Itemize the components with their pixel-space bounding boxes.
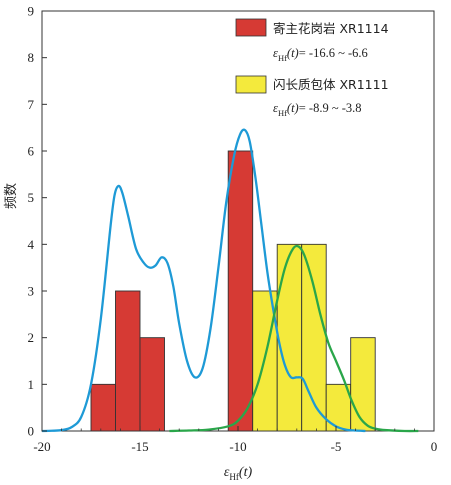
legend: 寄主花岗岩 XR1114 εHf(t)= -16.6 ~ -6.6 闪长质包体 … bbox=[235, 18, 389, 118]
bar-series1-bin3 bbox=[325, 383, 352, 432]
x-axis-label-sub: Hf bbox=[229, 472, 239, 482]
x-tick-label--20: -20 bbox=[33, 439, 50, 454]
bar-series0-bin0 bbox=[90, 383, 116, 432]
density-curve-series0 bbox=[41, 128, 366, 433]
legend-range-host-granite: εHf(t)= -16.6 ~ -6.6 bbox=[273, 46, 368, 63]
density-curves bbox=[41, 128, 419, 433]
legend-range-dioritic-enclave: εHf(t)= -8.9 ~ -3.8 bbox=[273, 101, 362, 118]
legend-swatch-dioritic-enclave bbox=[235, 75, 267, 94]
x-tick-label-0: 0 bbox=[431, 439, 438, 454]
y-tick-label-7: 7 bbox=[28, 97, 35, 112]
y-tick-label-4: 4 bbox=[28, 237, 35, 252]
y-tick-label-3: 3 bbox=[28, 284, 35, 299]
bar-series1-bin4 bbox=[350, 337, 376, 432]
x-axis-ticks: -20 -15 -10 -5 0 bbox=[33, 426, 437, 454]
y-tick-label-0: 0 bbox=[28, 424, 35, 439]
x-tick-label--15: -15 bbox=[131, 439, 148, 454]
legend-label-host-granite: 寄主花岗岩 XR1114 bbox=[273, 21, 389, 36]
y-axis-ticks: 0 1 2 3 4 5 6 7 8 9 bbox=[28, 4, 47, 439]
y-tick-label-5: 5 bbox=[28, 190, 35, 205]
density-curve-series1 bbox=[169, 244, 419, 433]
y-tick-label-9: 9 bbox=[28, 4, 35, 19]
bar-series0-bin1 bbox=[115, 290, 141, 432]
y-axis-label: 频数 bbox=[4, 183, 19, 209]
x-axis-label-main: ε bbox=[224, 465, 230, 480]
histogram-bars bbox=[90, 150, 376, 432]
y-tick-label-6: 6 bbox=[28, 144, 35, 159]
legend-swatch-host-granite bbox=[235, 18, 267, 37]
y-tick-label-1: 1 bbox=[28, 377, 35, 392]
legend-range-value-dioritic-enclave: = -8.9 ~ -3.8 bbox=[299, 101, 362, 115]
legend-label-dioritic-enclave: 闪长质包体 XR1111 bbox=[273, 77, 389, 92]
y-tick-label-2: 2 bbox=[28, 330, 35, 345]
bar-series0-bin3 bbox=[227, 150, 254, 432]
bar-series1-bin1 bbox=[276, 243, 303, 432]
x-tick-label--10: -10 bbox=[229, 439, 246, 454]
bar-series0-bin2 bbox=[139, 337, 165, 432]
x-axis-label-paren: (t) bbox=[239, 465, 253, 480]
legend-range-value-host-granite: = -16.6 ~ -6.6 bbox=[299, 46, 368, 60]
y-tick-label-8: 8 bbox=[28, 50, 35, 65]
x-axis-label: εHf(t) bbox=[224, 465, 253, 482]
x-tick-label--5: -5 bbox=[331, 439, 342, 454]
